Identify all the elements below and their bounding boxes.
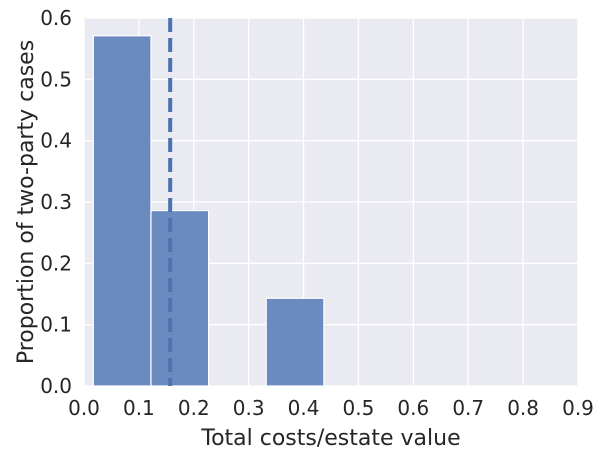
y-tick-label: 0.1: [40, 313, 72, 337]
x-tick-label: 0.7: [452, 396, 484, 420]
histogram-bar: [92, 35, 152, 387]
x-tick-label: 0.6: [397, 396, 429, 420]
x-axis-label: Total costs/estate value: [200, 426, 460, 451]
x-tick-label: 0.2: [178, 396, 210, 420]
histogram-bars: [92, 35, 325, 387]
x-tick-label: 0.8: [507, 396, 539, 420]
y-tick-label: 0.3: [40, 190, 72, 214]
x-tick-labels: 0.0 0.1 0.2 0.3 0.4 0.5 0.6 0.7 0.8 0.9: [68, 396, 594, 420]
x-tick-label: 0.5: [343, 396, 375, 420]
y-tick-label: 0.6: [40, 6, 72, 30]
y-tick-label: 0.4: [40, 129, 72, 153]
y-tick-label: 0.0: [40, 374, 72, 398]
x-tick-label: 0.1: [123, 396, 155, 420]
y-tick-labels: 0.0 0.1 0.2 0.3 0.4 0.5 0.6: [40, 6, 72, 398]
histogram-bar: [265, 297, 325, 387]
x-tick-label: 0.0: [68, 396, 100, 420]
x-tick-label: 0.4: [288, 396, 320, 420]
histogram-bar: [150, 209, 210, 387]
y-tick-label: 0.2: [40, 251, 72, 275]
x-tick-label: 0.3: [233, 396, 265, 420]
y-axis-label: Proportion of two-party cases: [14, 40, 39, 364]
grid-lines: [83, 17, 579, 387]
x-tick-label: 0.9: [562, 396, 594, 420]
y-tick-label: 0.5: [40, 67, 72, 91]
